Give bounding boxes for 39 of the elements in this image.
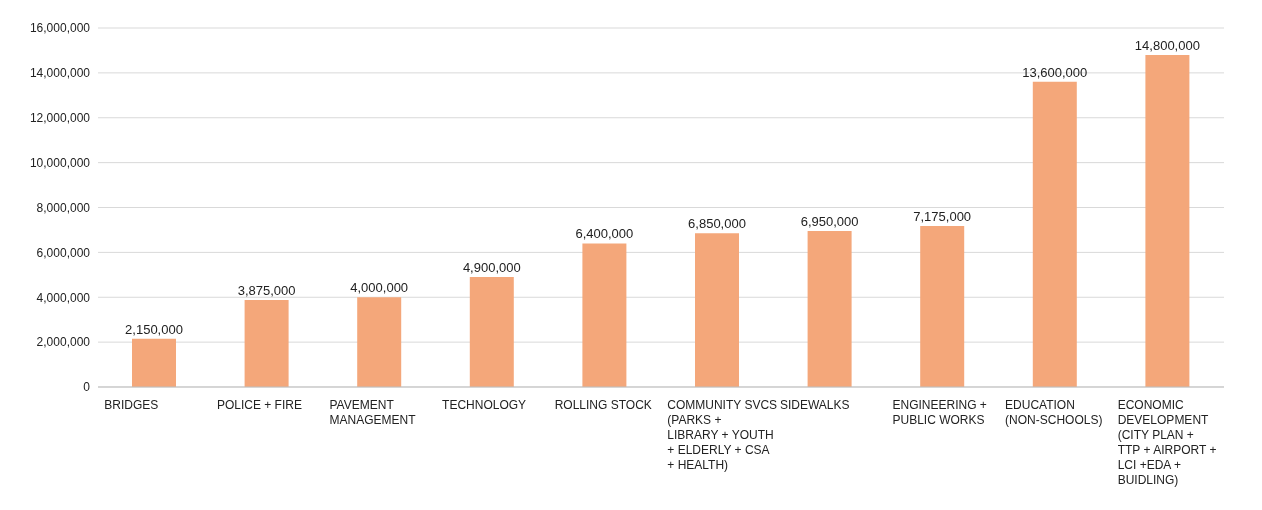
data-label: 6,400,000 [575, 226, 634, 242]
x-tick-label: BRIDGES [104, 398, 159, 412]
data-label: 2,150,000 [125, 321, 183, 337]
data-label: 6,850,000 [688, 216, 746, 232]
bar [920, 226, 965, 387]
data-label: 13,600,000 [1022, 64, 1088, 80]
x-tick-label: TECHNOLOGY [442, 398, 527, 412]
bar [807, 231, 852, 387]
x-tick-label: ENGINEERING + PUBLIC WORKS [892, 398, 987, 427]
bar [132, 338, 176, 387]
data-label: 4,900,000 [462, 260, 521, 276]
x-tick-label: ROLLING STOCK [554, 398, 652, 412]
x-tick-label: POLICE + FIRE [216, 398, 302, 412]
y-tick-label: 12,000,000 [29, 111, 91, 126]
x-tick-label: PAVEMENT MANAGEMENT [329, 398, 417, 427]
y-tick-label: 0 [83, 380, 91, 395]
x-tick-label: ECONOMIC DEVELOPMENT (CITY PLAN + TTP + AIRPORT + LCI +EDA + BUIDLING) [1117, 398, 1217, 487]
y-tick-label: 14,000,000 [29, 66, 91, 81]
y-tick-label: 8,000,000 [36, 200, 91, 215]
bar [1145, 54, 1190, 387]
bar [1032, 81, 1077, 387]
data-label: 4,000,000 [350, 280, 409, 296]
x-tick-label: SIDEWALKS [779, 398, 850, 412]
y-tick-label: 6,000,000 [36, 245, 91, 260]
data-label: 7,175,000 [913, 209, 972, 225]
bar [582, 243, 627, 387]
y-tick-label: 16,000,000 [29, 21, 91, 36]
y-tick-label: 4,000,000 [36, 290, 91, 305]
bar [357, 297, 402, 387]
y-tick-label: 10,000,000 [29, 155, 91, 170]
y-tick-label: 2,000,000 [36, 335, 91, 350]
data-label: 14,800,000 [1134, 37, 1200, 53]
data-label: 3,875,000 [237, 283, 296, 299]
x-tick-label: COMMUNITY SVCS (PARKS + LIBRARY + YOUTH + ELDERLY + CSA + HEALTH) [667, 398, 778, 472]
bar [469, 277, 514, 387]
data-label: 6,950,000 [800, 214, 859, 230]
bar [695, 233, 739, 387]
x-tick-label: EDUCATION (NON-SCHOOLS) [1005, 398, 1103, 427]
bar [244, 300, 289, 387]
